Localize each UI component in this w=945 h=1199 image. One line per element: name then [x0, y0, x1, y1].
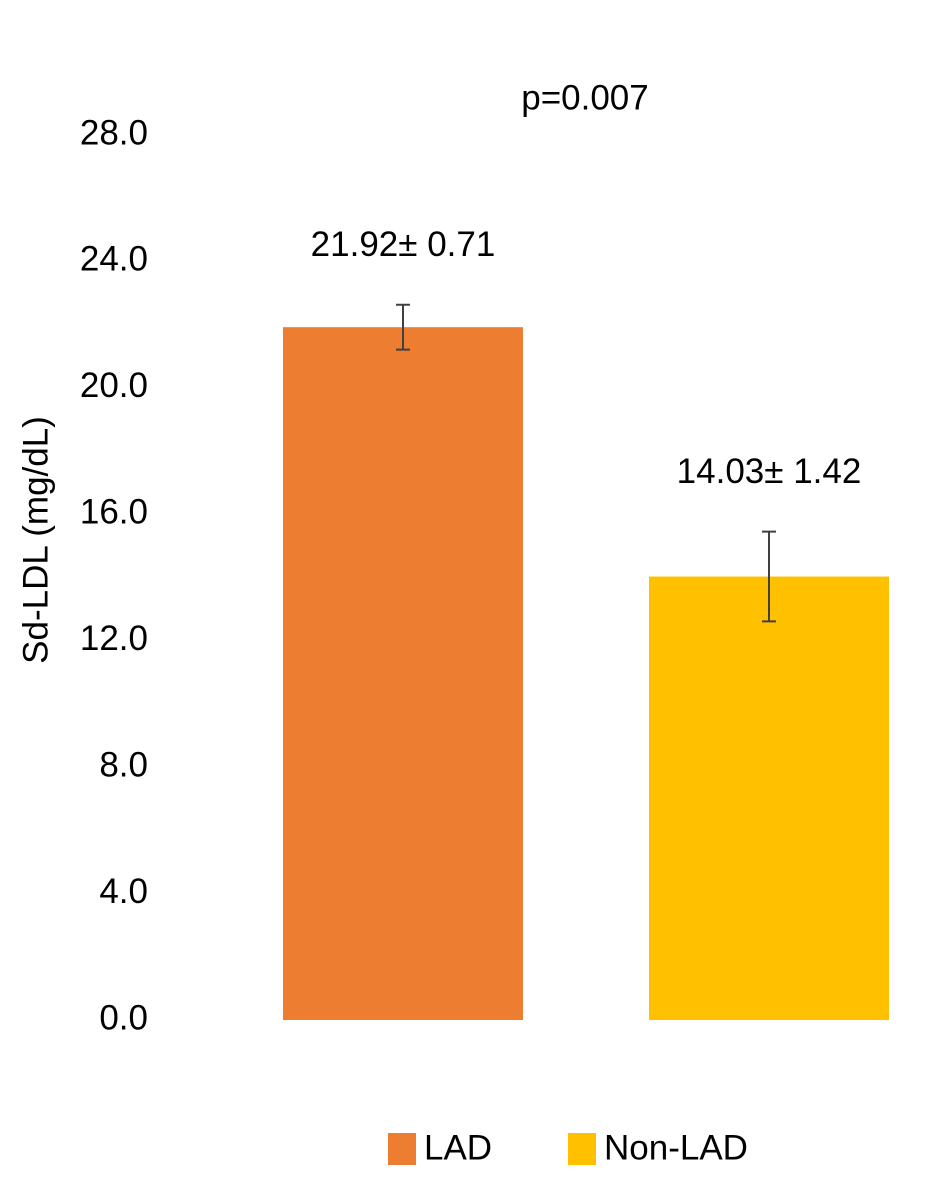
y-tick-label: 24.0 [80, 240, 148, 279]
y-axis-title: Sd-LDL (mg/dL) [16, 416, 55, 664]
y-tick-label: 16.0 [80, 493, 148, 532]
value-label: 14.03± 1.42 [677, 452, 862, 491]
y-tick-label: 28.0 [80, 113, 148, 152]
legend-swatch [388, 1133, 416, 1165]
bar [649, 576, 889, 1020]
y-tick-label: 8.0 [99, 745, 148, 784]
y-tick-label: 20.0 [80, 366, 148, 405]
legend-label: LAD [424, 1128, 492, 1167]
legend-label: Non-LAD [604, 1128, 748, 1167]
error-bar [762, 530, 776, 623]
y-tick-label: 12.0 [80, 619, 148, 658]
y-tick-label: 4.0 [99, 872, 148, 911]
annotation: p=0.007 [521, 78, 649, 117]
y-tick-label: 0.0 [99, 998, 148, 1037]
legend-swatch [568, 1133, 596, 1165]
error-bar [396, 303, 410, 351]
value-label: 21.92± 0.71 [311, 225, 496, 264]
bar [283, 327, 523, 1021]
